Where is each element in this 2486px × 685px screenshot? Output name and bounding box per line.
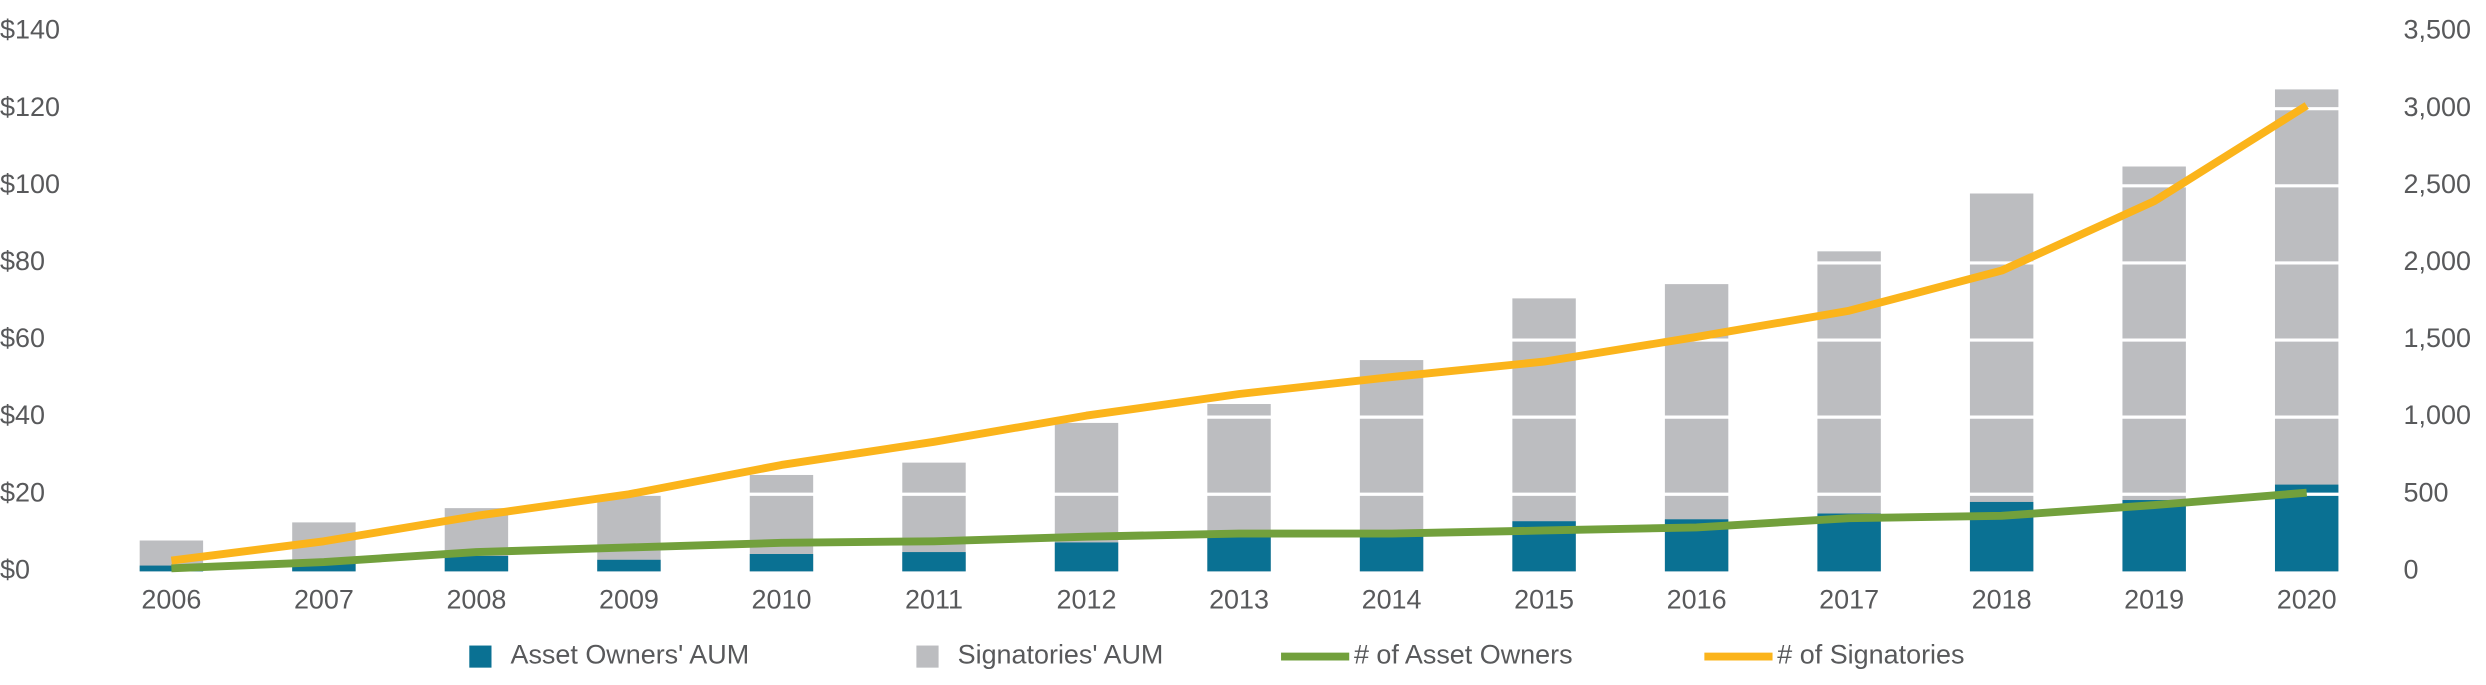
legend-label: Signatories' AUM (958, 640, 1164, 670)
y-tick-label: $80 (0, 246, 45, 276)
bar (1207, 532, 1271, 572)
x-tick-label: 2008 (446, 584, 506, 614)
x-tick-label: 2020 (2277, 584, 2337, 614)
x-tick-label: 2015 (1514, 584, 1574, 614)
x-tick-label: 2018 (1972, 584, 2032, 614)
y-tick-label: $60 (0, 323, 45, 353)
bar (597, 559, 661, 572)
bar (2122, 500, 2186, 572)
bar (902, 552, 966, 572)
bar (749, 554, 814, 572)
y-tick-label: $100 (0, 169, 60, 199)
y2-tick-label: 500 (2404, 477, 2449, 507)
y2-tick-label: 3,000 (2404, 92, 2471, 122)
y2-tick-label: 1,000 (2404, 400, 2471, 430)
x-tick-label: 2013 (1209, 584, 1269, 614)
legend-label: # of Signatories (1777, 640, 1964, 670)
y2-tick-label: 2,500 (2404, 169, 2471, 199)
x-tick-label: 2017 (1819, 584, 1879, 614)
bar (444, 555, 509, 572)
legend-marker (916, 645, 939, 668)
y2-tick-label: 3,500 (2404, 15, 2471, 45)
legend-label: # of Asset Owners (1354, 640, 1573, 670)
bar (2274, 484, 2339, 572)
bar (292, 563, 356, 572)
line-series (171, 488, 2308, 573)
legend-marker (469, 645, 492, 668)
x-tick-label: 2010 (752, 584, 812, 614)
y-tick-label: $20 (0, 477, 45, 507)
y2-tick-label: 1,500 (2404, 323, 2471, 353)
y-tick-label: $120 (0, 92, 60, 122)
x-tick-label: 2014 (1362, 584, 1422, 614)
y-tick-label: $40 (0, 400, 45, 430)
bar (597, 494, 661, 572)
y-tick-label: $0 (0, 555, 30, 585)
y-tick-label: $140 (0, 15, 60, 45)
bar (139, 565, 204, 572)
x-tick-label: 2016 (1667, 584, 1727, 614)
x-tick-label: 2019 (2124, 584, 2184, 614)
x-tick-label: 2006 (141, 584, 201, 614)
x-tick-label: 2012 (1057, 584, 1117, 614)
y2-tick-label: 0 (2404, 555, 2419, 585)
line-series (170, 102, 2309, 565)
bar (1054, 542, 1119, 572)
x-tick-label: 2011 (905, 584, 963, 614)
y2-tick-label: 2,000 (2404, 246, 2471, 276)
x-tick-label: 2009 (599, 584, 659, 614)
legend-label: Asset Owners' AUM (511, 640, 750, 670)
x-tick-label: 2007 (294, 584, 354, 614)
bar (1359, 532, 1424, 572)
